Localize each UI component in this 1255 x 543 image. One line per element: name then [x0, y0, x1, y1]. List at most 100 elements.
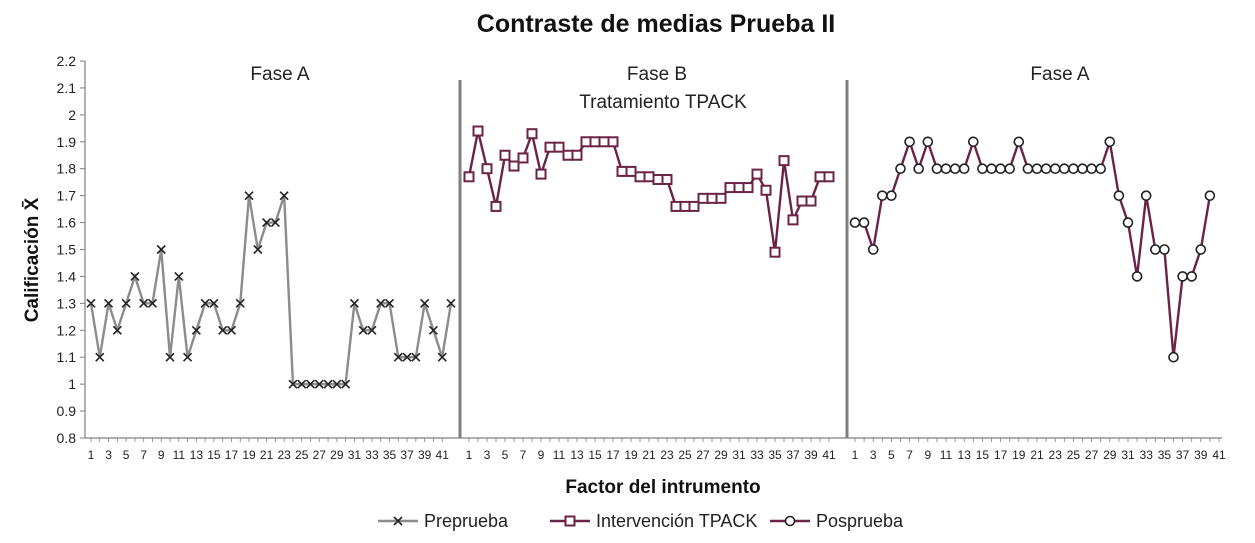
x-tick-label: 19 [242, 448, 256, 462]
data-point [86, 298, 96, 308]
data-point [571, 149, 583, 161]
x-tick-label: 11 [173, 448, 186, 462]
data-point [1086, 163, 1097, 175]
y-tick-label: 1.1 [57, 349, 77, 365]
data-point [895, 163, 906, 175]
data-point [112, 325, 122, 335]
x-tick-label: 17 [606, 448, 620, 462]
data-point [967, 136, 979, 148]
series-line [89, 195, 453, 386]
x-tick-label: 39 [804, 448, 818, 462]
data-point [1150, 244, 1161, 255]
data-point [314, 379, 324, 389]
data-point [724, 182, 736, 194]
data-point [652, 173, 664, 185]
data-point [1022, 163, 1034, 175]
data-point [490, 200, 502, 212]
x-tick-label: 41 [1212, 448, 1226, 462]
x-tick-label: 31 [732, 448, 746, 462]
data-point [562, 149, 574, 161]
data-point [697, 192, 709, 204]
x-tick-label: 41 [436, 448, 450, 462]
x-tick-label: 17 [225, 448, 239, 462]
series-line [467, 129, 829, 253]
data-point [670, 200, 682, 212]
data-point [297, 379, 307, 389]
y-tick-label: 2 [68, 107, 76, 123]
data-point [625, 165, 637, 177]
data-point [1095, 163, 1106, 175]
x-tick-label: 15 [976, 448, 990, 462]
y-tick-label: 1.3 [57, 295, 77, 311]
data-point [1186, 271, 1197, 282]
data-point [769, 246, 781, 258]
x-tick-label: 35 [383, 448, 397, 462]
y-tick-label: 1.9 [57, 134, 77, 150]
x-tick-label: 33 [365, 448, 379, 462]
phase-subtitle: Tratamiento TPACK [579, 92, 747, 113]
legend: Preprueba Intervención TPACK Posprueba [378, 511, 904, 531]
data-point [1113, 190, 1125, 201]
data-point [1077, 163, 1088, 175]
y-tick-label: 2.1 [57, 80, 77, 96]
x-tick-label: 33 [1140, 448, 1154, 462]
data-point [332, 379, 342, 389]
data-point [858, 217, 870, 228]
x-tick-label: 39 [1194, 448, 1208, 462]
x-tick-label: 13 [190, 448, 204, 462]
x-tick-label: 35 [768, 448, 782, 462]
y-tick-label: 1.5 [57, 242, 77, 258]
x-tick-label: 29 [1103, 448, 1117, 462]
data-point [787, 214, 799, 226]
x-tick-label: 21 [1030, 448, 1044, 462]
data-point [437, 352, 447, 362]
data-point [472, 125, 484, 137]
data-point [876, 190, 888, 201]
x-tick-label: 27 [696, 448, 710, 462]
data-point [661, 173, 673, 185]
y-tick-label: 1.4 [57, 268, 77, 284]
data-point [420, 298, 430, 308]
panel-3: Fase A1 3 5 7 9 11 13 15 17 19 21 23 25 27 29 31 33 35 37 3… [845, 64, 1226, 462]
chart-title: Contraste de medias Prueba II [477, 10, 835, 38]
data-point [446, 298, 456, 308]
data-point [262, 218, 272, 228]
data-point [402, 352, 412, 362]
chart-panels: Fase A1 3 5 7 9 11 13 15 17 19 21 23 25 27 29 31 33 35 37 3… [86, 64, 1226, 462]
data-point [218, 325, 228, 335]
y-axis-title: Calificación X̄ [22, 197, 43, 322]
x-tick-label: 1 [852, 448, 859, 462]
data-point [147, 298, 158, 308]
axes: 0.8 0.9 1 1.1 1.2 1.3 1.4 1.5 1.6 1.7 1.8 1.9 2 2.1 2.… [57, 53, 1222, 446]
legend-item: Intervención TPACK [550, 511, 757, 531]
x-tick-label: 27 [313, 448, 327, 462]
x-tick-label: 7 [906, 448, 913, 462]
data-point [751, 168, 763, 180]
data-point [499, 149, 511, 161]
x-tick-label: 37 [1176, 448, 1190, 462]
data-point [139, 298, 149, 308]
data-point [349, 298, 359, 308]
y-tick-label: 0.8 [57, 430, 77, 446]
data-point [463, 171, 475, 183]
data-point [553, 141, 565, 153]
legend-label: Preprueba [424, 511, 509, 531]
data-point [1195, 244, 1207, 255]
data-point [200, 298, 210, 308]
data-point [715, 192, 727, 204]
data-point [922, 136, 934, 148]
data-point [796, 195, 808, 207]
data-point [323, 379, 333, 389]
data-point [95, 352, 105, 362]
x-tick-label: 25 [295, 448, 309, 462]
data-point [977, 163, 988, 175]
data-point [517, 152, 529, 164]
y-tick-label: 0.9 [57, 403, 77, 419]
x-tick-label: 21 [642, 448, 656, 462]
data-point [1122, 217, 1134, 228]
y-tick-label: 1.6 [57, 215, 77, 231]
x-tick-label: 9 [538, 448, 545, 462]
x-tick-label: 19 [624, 448, 638, 462]
legend-item: Posprueba [770, 511, 904, 531]
